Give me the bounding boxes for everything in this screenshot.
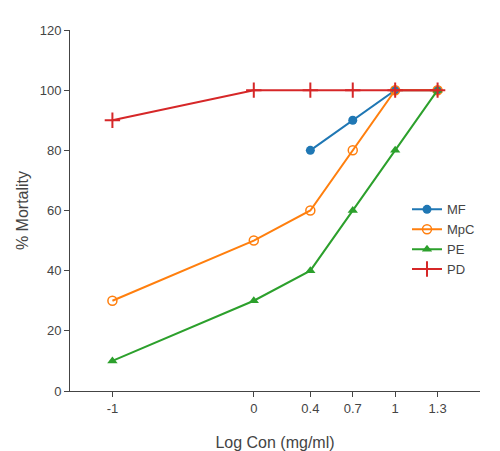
svg-text:MF: MF (447, 202, 466, 217)
svg-text:% Mortality: % Mortality (14, 171, 31, 250)
svg-text:0.4: 0.4 (301, 401, 319, 416)
svg-text:Log Con (mg/ml): Log Con (mg/ml) (215, 434, 334, 451)
svg-text:40: 40 (47, 263, 61, 278)
svg-text:PD: PD (447, 262, 465, 277)
svg-text:1.3: 1.3 (429, 401, 447, 416)
svg-text:PE: PE (447, 242, 465, 257)
svg-text:120: 120 (40, 23, 62, 38)
svg-text:0: 0 (54, 384, 61, 399)
svg-text:80: 80 (47, 143, 61, 158)
svg-text:1: 1 (392, 401, 399, 416)
svg-text:100: 100 (40, 83, 62, 98)
svg-text:20: 20 (47, 323, 61, 338)
svg-text:MpC: MpC (447, 222, 474, 237)
svg-text:0: 0 (250, 401, 257, 416)
svg-text:60: 60 (47, 203, 61, 218)
svg-text:-1: -1 (107, 401, 119, 416)
svg-text:0.7: 0.7 (344, 401, 362, 416)
